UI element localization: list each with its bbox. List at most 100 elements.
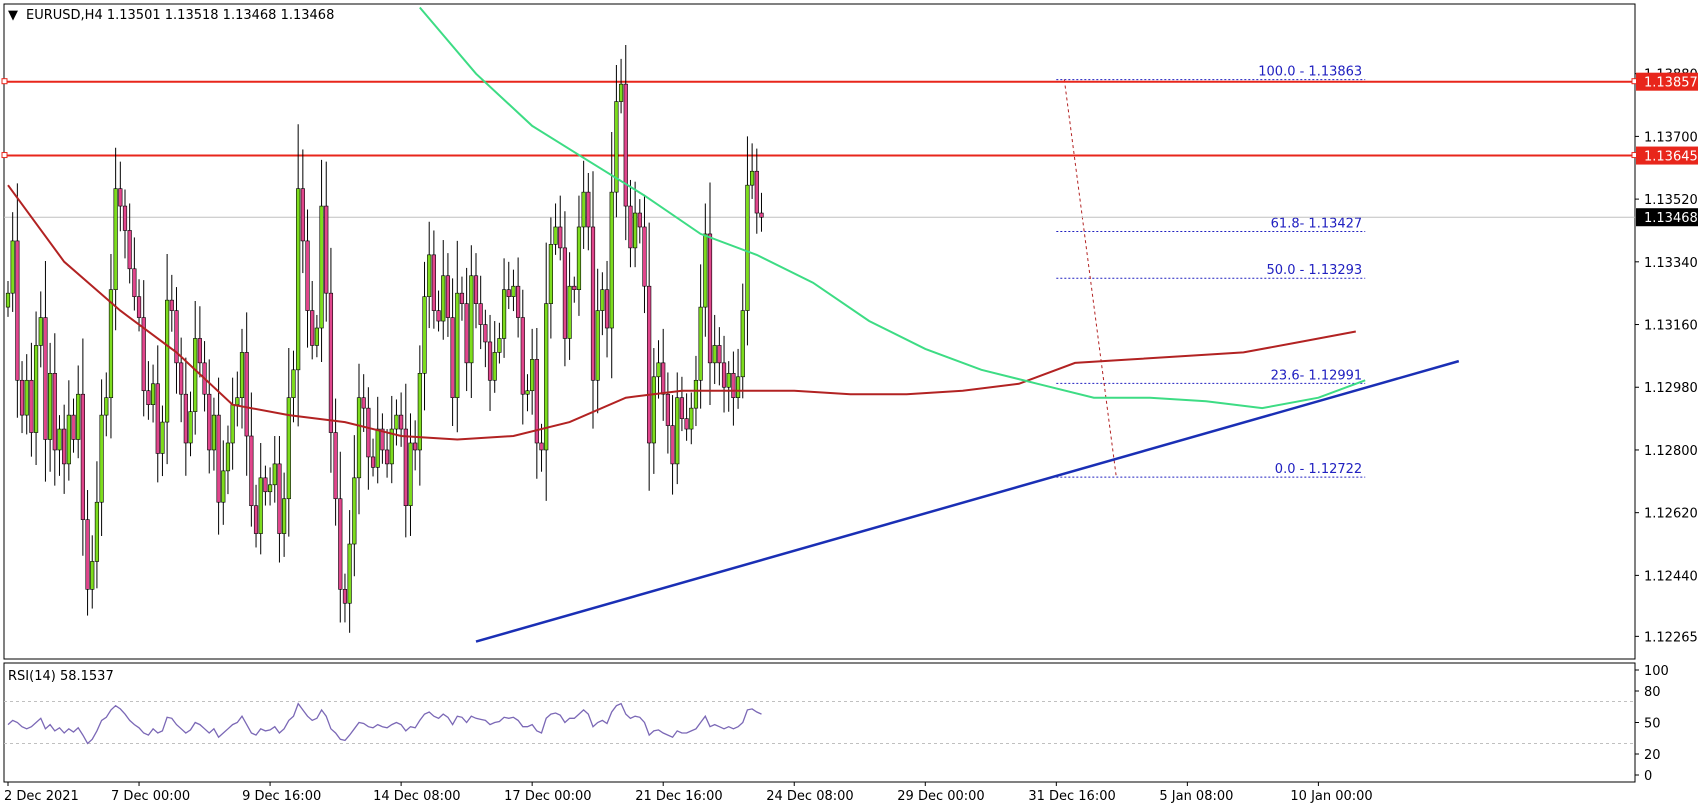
candle-body-70 — [333, 432, 338, 500]
candle-body-114 — [539, 442, 544, 451]
horizontal-lines — [1, 78, 1638, 218]
candle-body-21 — [104, 397, 109, 416]
price-box-1 — [1636, 146, 1698, 165]
candle-body-16 — [80, 393, 85, 520]
price-tick-label-2: 1.13520 — [1644, 193, 1698, 208]
candle-body-17 — [85, 519, 90, 590]
current-price-label: 1.13468 — [1644, 211, 1698, 226]
candle-body-146 — [689, 407, 694, 430]
candle-body-157 — [740, 310, 745, 378]
candle-body-48 — [230, 404, 235, 444]
rsi-tick-label-1: 80 — [1644, 685, 1661, 700]
candle-body-106 — [501, 289, 507, 339]
candle-body-54 — [258, 477, 263, 534]
candle-body-41 — [197, 338, 202, 364]
candle-body-111 — [525, 390, 530, 395]
candle-body-113 — [534, 359, 539, 444]
candle-body-49 — [235, 397, 240, 405]
candle-body-19 — [94, 501, 100, 562]
candle-body-121 — [572, 285, 577, 290]
candle-body-129 — [609, 191, 614, 329]
candle-body-57 — [272, 463, 277, 486]
candle-body-126 — [595, 310, 600, 381]
candle-body-134 — [633, 212, 638, 249]
candle-body-147 — [693, 379, 699, 409]
time-tick-label-1: 7 Dec 00:00 — [111, 789, 190, 804]
candle-body-55 — [263, 477, 268, 493]
price-axis: 1.138801.137001.135201.133401.131601.129… — [1635, 68, 1698, 645]
candle-body-30 — [146, 390, 151, 405]
candle-body-98 — [464, 303, 469, 364]
support-trendline — [475, 359, 1460, 643]
candle-body-77 — [366, 407, 371, 458]
time-axis: 2 Dec 2021 7 Dec 00:00 9 Dec 16:00 14 Dec 0… — [4, 782, 1373, 804]
candle-body-159 — [750, 170, 755, 186]
candle-body-24 — [118, 188, 123, 207]
candle-body-15 — [76, 393, 81, 440]
candle-body-112 — [530, 359, 535, 392]
fibonacci-levels: 100.0 - 1.13863 61.8- 1.13427 50.0 - 1.132… — [1056, 65, 1366, 478]
candle-body-25 — [122, 205, 128, 231]
price-tick-label-6: 1.12800 — [1644, 444, 1698, 459]
price-tick-label-5: 1.12980 — [1644, 381, 1698, 396]
candle-body-26 — [127, 230, 132, 270]
candle-body-105 — [497, 338, 502, 353]
candle-body-136 — [642, 226, 647, 287]
candle-body-141 — [665, 393, 670, 426]
fib-label-0: 100.0 - 1.13863 — [1258, 65, 1362, 80]
candle-body-102 — [483, 324, 488, 343]
candle-body-84 — [399, 414, 404, 430]
candle-body-81 — [384, 449, 390, 465]
candle-body-138 — [651, 376, 656, 444]
candle-body-22 — [108, 289, 114, 398]
candle-body-66 — [314, 327, 319, 346]
candle-body-35 — [169, 299, 174, 311]
candle-body-62 — [296, 188, 301, 371]
candle-body-97 — [459, 292, 465, 304]
main-panel — [3, 3, 1636, 660]
candle-body-137 — [647, 285, 652, 444]
menu-triangle-icon[interactable]: ▼ — [8, 8, 18, 23]
candle-body-132 — [623, 83, 628, 207]
candle-body-8 — [43, 317, 48, 440]
rsi-line — [7, 702, 762, 745]
candle-body-74 — [352, 477, 357, 545]
candle-body-130 — [614, 101, 619, 193]
candle-body-104 — [492, 352, 497, 381]
candle-body-149 — [703, 233, 708, 308]
candle-body-36 — [174, 310, 179, 364]
price-tick-label-1: 1.13700 — [1644, 130, 1698, 145]
candle-body-127 — [600, 289, 605, 311]
rsi-tick-label-4: 0 — [1644, 769, 1652, 784]
candle-body-67 — [319, 205, 324, 329]
candle-body-3 — [19, 379, 25, 416]
candle-body-92 — [436, 310, 441, 322]
candle-body-108 — [511, 285, 516, 297]
price-tick-label-7: 1.12620 — [1644, 507, 1698, 522]
time-tick-label-5: 21 Dec 16:00 — [635, 789, 722, 804]
candle-body-9 — [48, 373, 53, 440]
candle-body-152 — [717, 345, 722, 364]
fib-label-1: 61.8- 1.13427 — [1271, 217, 1363, 232]
time-tick-label-7: 29 Dec 00:00 — [897, 789, 984, 804]
candle-body-11 — [57, 428, 62, 451]
candle-body-145 — [684, 418, 689, 430]
candle-body-28 — [136, 296, 142, 318]
candle-body-93 — [441, 275, 446, 322]
time-tick-label-4: 17 Dec 00:00 — [504, 789, 591, 804]
candle-body-107 — [506, 289, 511, 297]
fib-diagonal — [1063, 79, 1117, 478]
candle-body-40 — [193, 338, 198, 412]
candle-body-0 — [5, 292, 11, 308]
price-box-label-0: 1.13857 — [1644, 76, 1698, 91]
candle-body-33 — [160, 421, 165, 454]
candle-body-119 — [562, 247, 568, 339]
slow-moving-average — [7, 184, 1356, 441]
candle-body-120 — [567, 285, 572, 339]
candle-body-95 — [450, 317, 455, 398]
candle-body-61 — [291, 369, 296, 398]
price-tick-label-3: 1.13340 — [1644, 256, 1698, 271]
trendline-group — [475, 359, 1460, 643]
candle-body-68 — [324, 205, 329, 294]
